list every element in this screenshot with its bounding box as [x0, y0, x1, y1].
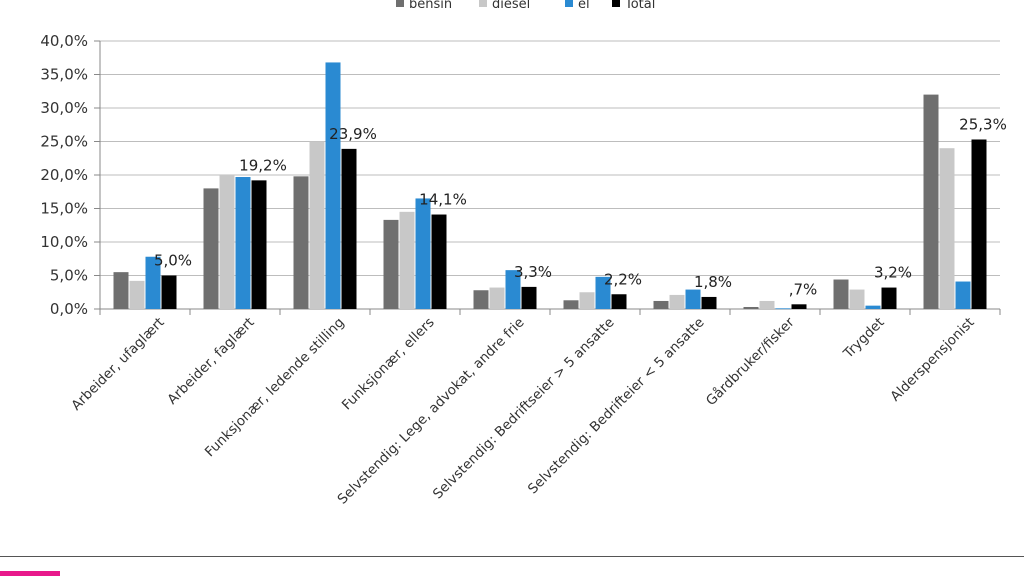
bar-diesel-selvstendig-lege-advokat-andre-frie — [489, 287, 505, 309]
data-label-total: 5,0% — [154, 252, 192, 270]
y-tick-label: 35,0% — [40, 66, 88, 84]
bar-total-selvstendig-bedriftseier-5-ansatte — [611, 294, 627, 309]
y-tick-label: 10,0% — [40, 233, 88, 251]
x-category-label: Alderspensjonist — [887, 315, 977, 405]
bar-bensin-arbeider-ufagl-rt — [113, 272, 129, 309]
y-tick-label: 15,0% — [40, 200, 88, 218]
bar-total-gardbruker-fisker — [791, 304, 807, 309]
x-category-label: Arbeider, ufaglært — [68, 315, 167, 414]
x-category-label: Selvstendig: Lege, advokat, andre frie — [335, 315, 528, 508]
legend-swatch-el — [565, 0, 573, 7]
legend-swatch-bensin — [396, 0, 404, 7]
y-tick-label: 40,0% — [40, 32, 88, 50]
bar-bensin-trygdet — [833, 279, 849, 309]
data-label-total: 3,3% — [514, 263, 552, 281]
data-label-total: 25,3% — [959, 115, 1007, 133]
legend: bensin diesel el Total — [396, 0, 655, 12]
bar-bensin-selvstendig-lege-advokat-andre-frie — [473, 290, 489, 309]
bar-bensin-selvstendig-bedrifteier-5-ansatte — [653, 300, 669, 309]
bar-bensin-funksjon-r-ellers — [383, 219, 399, 309]
bars — [113, 62, 987, 310]
y-tick-label: 0,0% — [50, 300, 88, 318]
legend-label-total: Total — [624, 0, 655, 12]
bar-el-trygdet — [865, 305, 881, 309]
data-label-total: ,7% — [789, 280, 818, 298]
brand-accent-bar — [0, 571, 60, 576]
y-tick-label: 25,0% — [40, 133, 88, 151]
data-label-total: 14,1% — [419, 191, 467, 209]
y-tick-label: 30,0% — [40, 99, 88, 117]
bar-total-arbeider-fagl-rt — [251, 180, 267, 309]
data-label-total: 2,2% — [604, 270, 642, 288]
bar-total-alderspensjonist — [971, 139, 987, 309]
data-labels: 5,0% 19,2% 23,9% 14,1% 3,3% 2,2% 1,8% ,7% 3,2% 25… — [154, 115, 1007, 298]
data-label-total: 3,2% — [874, 264, 912, 282]
bar-total-funksjon-r-ellers — [431, 214, 447, 309]
bar-diesel-selvstendig-bedriftseier-5-ansatte — [579, 292, 595, 309]
x-category-label: Selvstendig: Bedrifteier < 5 ansatte — [525, 315, 708, 498]
bar-bensin-arbeider-fagl-rt — [203, 188, 219, 309]
bar-bensin-gardbruker-fisker — [743, 306, 759, 309]
bar-el-arbeider-fagl-rt — [235, 177, 251, 309]
x-category-label: Trygdet — [840, 315, 888, 363]
bar-diesel-funksjon-r-ellers — [399, 211, 415, 309]
legend-swatch-total — [612, 0, 620, 7]
legend-label-el: el — [578, 0, 590, 12]
x-category-label: Arbeider, faglært — [164, 315, 257, 408]
bar-el-selvstendig-bedrifteier-5-ansatte — [685, 289, 701, 309]
bar-total-arbeider-ufagl-rt — [161, 275, 177, 309]
bar-total-selvstendig-lege-advokat-andre-frie — [521, 286, 537, 309]
bar-diesel-funksjon-r-ledende-stilling — [309, 141, 325, 309]
bar-el-gardbruker-fisker — [775, 308, 791, 310]
bar-total-funksjon-r-ledende-stilling — [341, 148, 357, 309]
x-category-label: Funksjonær, ellers — [339, 315, 438, 414]
bar-el-selvstendig-lege-advokat-andre-frie — [505, 270, 521, 309]
legend-label-bensin: bensin — [409, 0, 452, 12]
data-label-total: 23,9% — [329, 125, 377, 143]
bar-el-arbeider-ufagl-rt — [145, 256, 161, 309]
bar-total-selvstendig-bedrifteier-5-ansatte — [701, 296, 717, 309]
bar-el-funksjon-r-ellers — [415, 198, 431, 309]
bar-diesel-arbeider-ufagl-rt — [129, 280, 145, 309]
bar-diesel-gardbruker-fisker — [759, 300, 775, 309]
bar-chart: bensin diesel el Total 0,0% 5,0% 10,0% 15,0% 20… — [40, 0, 1007, 508]
legend-label-diesel: diesel — [492, 0, 530, 12]
data-label-total: 1,8% — [694, 273, 732, 291]
bar-el-alderspensjonist — [955, 281, 971, 309]
y-axis: 0,0% 5,0% 10,0% 15,0% 20,0% 25,0% 30,0% 35,0% 40… — [40, 32, 101, 318]
y-tick-label: 5,0% — [50, 267, 88, 285]
x-category-label: Selvstendig: Bedriftseier > 5 ansatte — [430, 315, 618, 503]
bar-bensin-funksjon-r-ledende-stilling — [293, 176, 309, 309]
bar-diesel-arbeider-fagl-rt — [219, 175, 235, 309]
bar-bensin-selvstendig-bedriftseier-5-ansatte — [563, 300, 579, 309]
x-category-label: Gårdbruker/fisker — [702, 313, 798, 409]
y-tick-label: 20,0% — [40, 166, 88, 184]
bar-diesel-trygdet — [849, 289, 865, 309]
bottom-divider — [0, 556, 1024, 557]
legend-swatch-diesel — [479, 0, 487, 7]
bar-el-selvstendig-bedriftseier-5-ansatte — [595, 276, 611, 309]
bar-total-trygdet — [881, 287, 897, 309]
bar-diesel-selvstendig-bedrifteier-5-ansatte — [669, 294, 685, 309]
bar-diesel-alderspensjonist — [939, 148, 955, 309]
bar-bensin-alderspensjonist — [923, 94, 939, 309]
bar-el-funksjon-r-ledende-stilling — [325, 62, 341, 309]
data-label-total: 19,2% — [239, 156, 287, 174]
